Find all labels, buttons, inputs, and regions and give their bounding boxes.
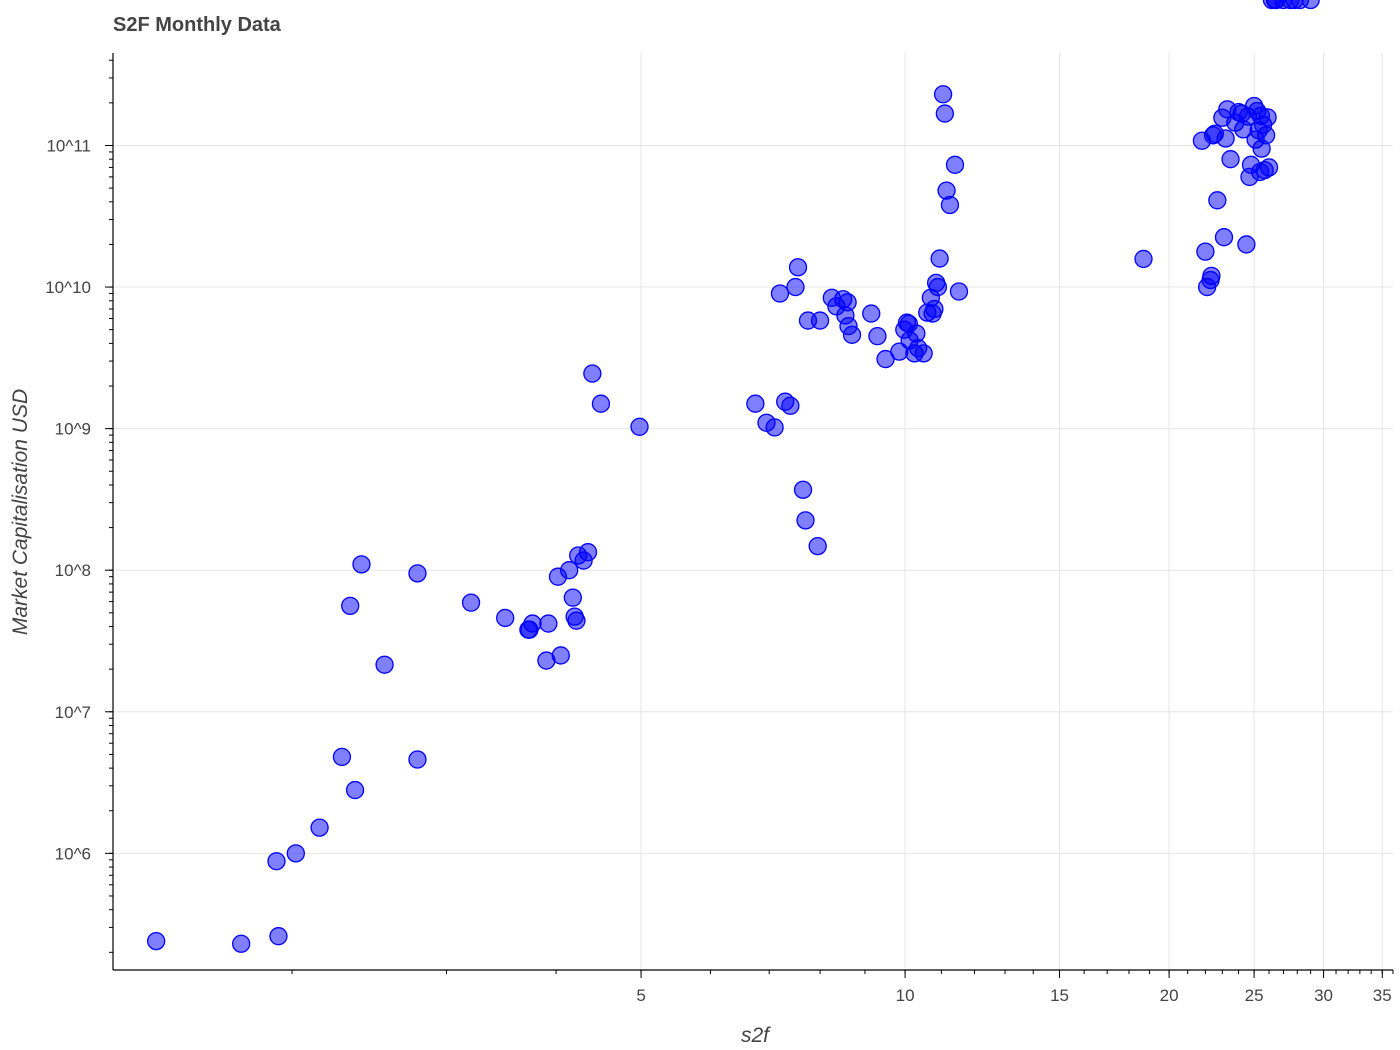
x-tick-label: 20 — [1160, 986, 1179, 1005]
data-point — [341, 596, 360, 616]
y-tick-label: 10^10 — [45, 278, 91, 297]
x-tick-label: 5 — [636, 986, 645, 1005]
data-point — [408, 564, 427, 583]
x-axis-ticks: 5 10 15 20 25 30 35 — [291, 970, 1394, 1005]
data-point — [862, 304, 881, 323]
data-point — [539, 614, 558, 633]
data-point — [551, 646, 570, 665]
data-point — [1256, 126, 1276, 145]
data-point — [914, 344, 933, 363]
data-point — [1259, 158, 1279, 177]
x-tick-label: 10 — [896, 986, 915, 1005]
data-point — [1301, 0, 1320, 10]
x-tick-label: 30 — [1314, 986, 1333, 1005]
data-point — [868, 327, 887, 346]
data-point — [949, 282, 969, 301]
x-tick-label: 15 — [1050, 986, 1069, 1005]
data-point — [770, 284, 790, 303]
x-tick-label: 25 — [1245, 986, 1264, 1005]
data-point — [810, 311, 830, 330]
data-point — [1134, 249, 1153, 269]
data-point — [765, 418, 784, 437]
y-tick-label: 10^7 — [55, 703, 91, 722]
data-point — [796, 511, 815, 530]
data-point — [523, 614, 542, 633]
data-point — [842, 325, 862, 344]
data-point — [1208, 191, 1227, 210]
y-tick-label: 10^6 — [55, 844, 91, 863]
data-point — [147, 931, 166, 951]
data-point — [928, 277, 948, 297]
data-point — [781, 396, 800, 415]
x-tick-label: 35 — [1373, 986, 1392, 1005]
data-point — [930, 249, 949, 268]
data-point — [461, 593, 481, 612]
data-point — [310, 818, 329, 837]
data-point — [1214, 228, 1234, 247]
data-point — [746, 394, 765, 413]
data-point — [925, 299, 944, 319]
y-tick-label: 10^11 — [46, 136, 91, 155]
data-point — [345, 780, 365, 800]
y-tick-label: 10^9 — [55, 420, 91, 439]
data-point — [563, 588, 582, 607]
data-point — [1196, 242, 1215, 261]
chart-title: S2F Monthly Data — [113, 14, 281, 36]
y-axis-ticks: 10^6 10^7 10^8 10^9 10^10 10^11 — [45, 59, 113, 953]
data-point — [793, 480, 813, 499]
data-point — [1202, 266, 1221, 285]
data-point — [1237, 235, 1256, 254]
data-point — [945, 155, 965, 174]
data-point — [375, 655, 394, 674]
data-point — [560, 561, 579, 580]
y-axis-label: Market Capitalisation USD — [9, 389, 32, 635]
data-point — [578, 543, 598, 562]
data-point — [408, 750, 427, 769]
x-axis-label: s2f — [741, 1024, 771, 1047]
data-point — [808, 536, 827, 556]
data-point — [583, 364, 602, 383]
data-point — [933, 85, 953, 104]
axes — [112, 53, 1393, 971]
y-tick-label: 10^8 — [55, 561, 91, 580]
grid-lines — [113, 53, 1393, 970]
data-point — [352, 555, 371, 574]
data-point — [267, 852, 286, 871]
data-point — [1221, 150, 1240, 169]
data-point — [332, 747, 352, 767]
data-point — [940, 195, 960, 215]
data-point — [1258, 108, 1277, 127]
data-point — [591, 394, 611, 413]
data-point — [788, 258, 808, 277]
data-point — [496, 608, 515, 628]
data-point — [286, 844, 305, 863]
data-point — [269, 927, 288, 946]
data-point — [567, 611, 586, 630]
data-point — [630, 417, 649, 436]
data-points — [147, 0, 1320, 953]
data-point — [1216, 129, 1235, 148]
data-point — [786, 277, 805, 297]
data-point — [838, 293, 857, 312]
data-point — [232, 934, 251, 953]
data-point — [935, 104, 954, 123]
